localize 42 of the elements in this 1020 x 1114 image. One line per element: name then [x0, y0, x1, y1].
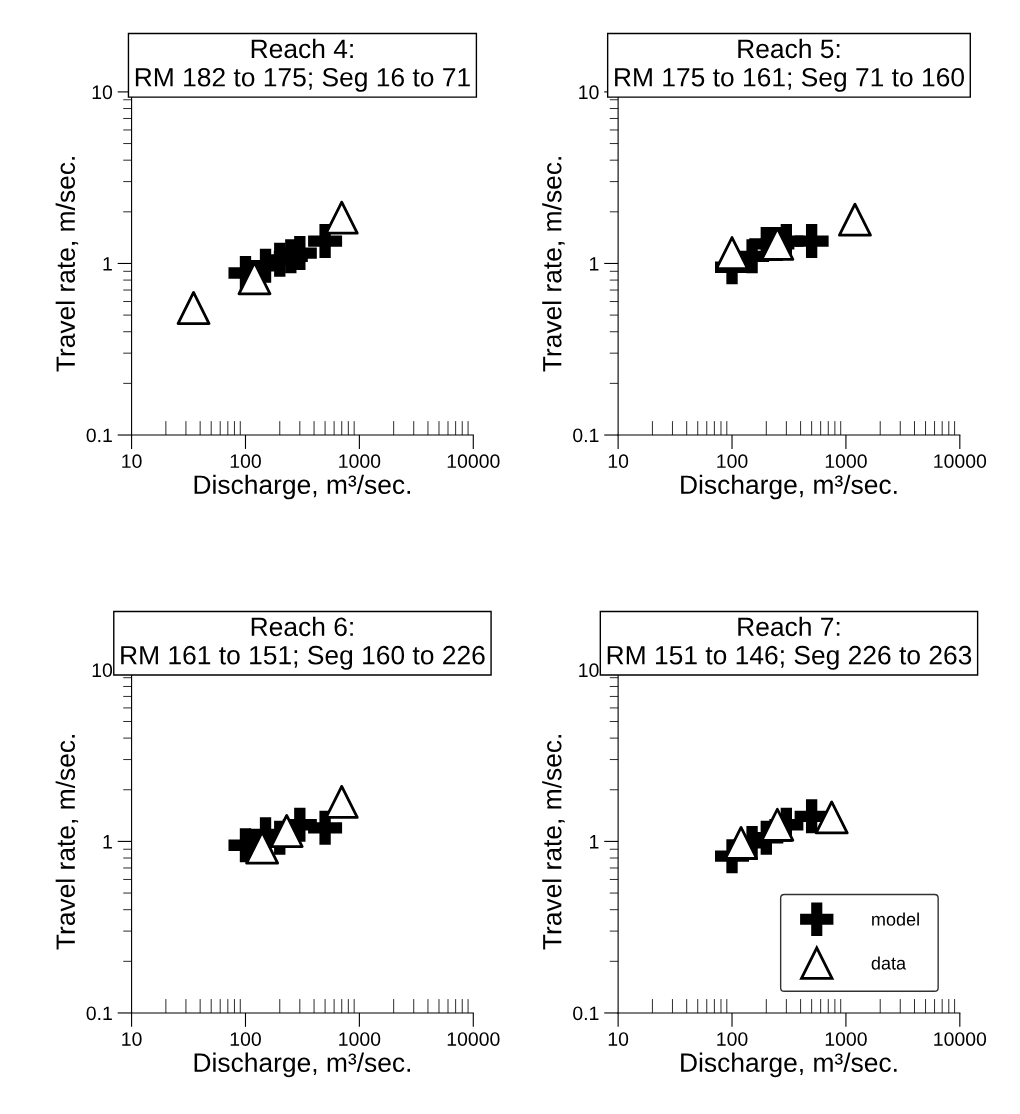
- x-axis-title: Discharge, m³/sec.: [194, 1052, 411, 1078]
- x-tick-label: 10: [608, 454, 629, 469]
- legend-label: data: [871, 956, 907, 970]
- x-axis-title: Discharge, m³/sec.: [194, 474, 411, 500]
- y-tick-label: 10: [579, 85, 599, 100]
- legend-label: model: [872, 912, 919, 926]
- y-tick-label: 0.1: [573, 1006, 599, 1021]
- y-axis-title: Travel rate, m/sec.: [55, 157, 79, 372]
- x-tick-label: 10: [608, 1032, 629, 1046]
- y-tick-label: 1: [103, 257, 112, 271]
- chart-title: Reach 6: RM 161 to 151; Seg 160 to 226: [121, 616, 485, 670]
- x-tick-label: 1000: [825, 454, 867, 469]
- y-axis-title: Travel rate, m/sec.: [542, 157, 565, 372]
- y-tick-label: 10: [92, 85, 113, 100]
- x-tick-label: 1000: [339, 1032, 381, 1046]
- chart-title: Reach 4: RM 182 to 175; Seg 16 to 71: [135, 38, 470, 92]
- x-tick-label: 10000: [934, 1032, 987, 1046]
- y-tick-label: 0.1: [573, 428, 599, 443]
- x-tick-label: 10000: [447, 1032, 500, 1046]
- y-axis-title: Travel rate, m/sec.: [542, 735, 565, 950]
- y-tick-label: 10: [92, 663, 113, 678]
- y-axis-title: Travel rate, m/sec.: [55, 735, 79, 950]
- y-tick-label: 1: [103, 835, 112, 849]
- x-tick-label: 1000: [825, 1032, 867, 1046]
- y-tick-label: 1: [590, 835, 599, 849]
- x-axis-title: Discharge, m³/sec.: [681, 474, 897, 500]
- chart-title: Reach 7: RM 151 to 146; Seg 226 to 263: [607, 616, 972, 670]
- x-tick-label: 10000: [934, 454, 987, 469]
- x-tick-label: 10: [122, 454, 142, 469]
- y-tick-label: 0.1: [86, 428, 112, 443]
- chart-title: Reach 5: RM 175 to 161; Seg 71 to 160: [615, 38, 964, 92]
- x-axis-title: Discharge, m³/sec.: [681, 1052, 897, 1078]
- x-tick-label: 100: [717, 1032, 748, 1046]
- x-tick-label: 10: [122, 1032, 142, 1046]
- x-tick-label: 100: [230, 1032, 261, 1046]
- y-tick-label: 1: [590, 257, 599, 271]
- x-tick-label: 10000: [447, 454, 500, 469]
- y-tick-label: 10: [579, 663, 599, 678]
- x-tick-label: 100: [230, 454, 261, 469]
- x-tick-label: 100: [717, 454, 748, 469]
- y-tick-label: 0.1: [86, 1006, 112, 1021]
- x-tick-label: 1000: [339, 454, 381, 469]
